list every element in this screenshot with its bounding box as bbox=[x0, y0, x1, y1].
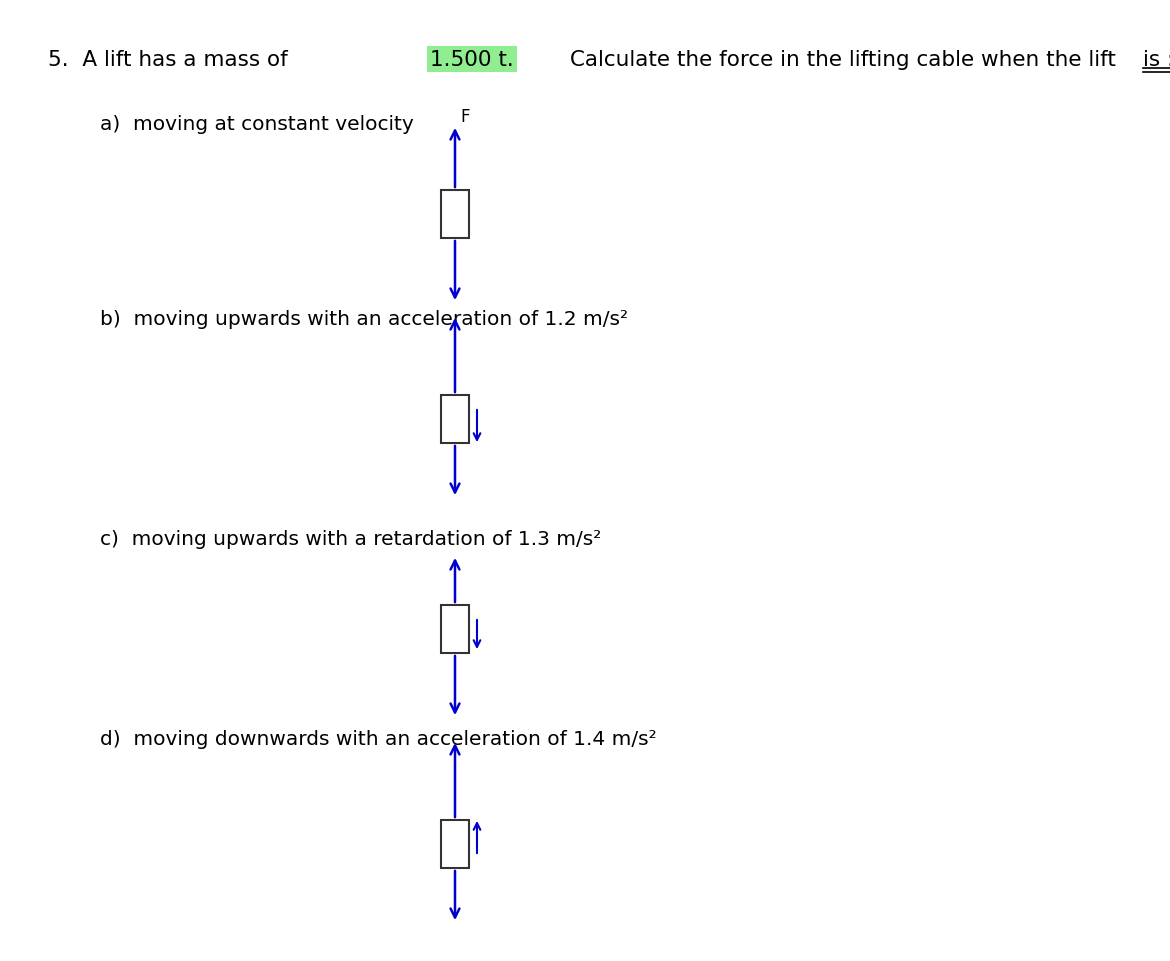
Text: 5.  A lift has a mass of: 5. A lift has a mass of bbox=[48, 50, 295, 70]
Text: a)  moving at constant velocity: a) moving at constant velocity bbox=[99, 115, 414, 134]
Text: F: F bbox=[460, 108, 469, 126]
Text: is :: is : bbox=[1143, 50, 1170, 70]
Text: Calculate the force in the lifting cable when the lift: Calculate the force in the lifting cable… bbox=[563, 50, 1123, 70]
Bar bbox=[441, 191, 469, 238]
Text: d)  moving downwards with an acceleration of 1.4 m/s²: d) moving downwards with an acceleration… bbox=[99, 729, 656, 749]
Bar bbox=[441, 396, 469, 444]
Text: 1.500 t.: 1.500 t. bbox=[431, 50, 514, 70]
Text: c)  moving upwards with a retardation of 1.3 m/s²: c) moving upwards with a retardation of … bbox=[99, 530, 601, 549]
Text: b)  moving upwards with an acceleration of 1.2 m/s²: b) moving upwards with an acceleration o… bbox=[99, 309, 628, 329]
Bar bbox=[441, 605, 469, 653]
Bar bbox=[441, 820, 469, 868]
